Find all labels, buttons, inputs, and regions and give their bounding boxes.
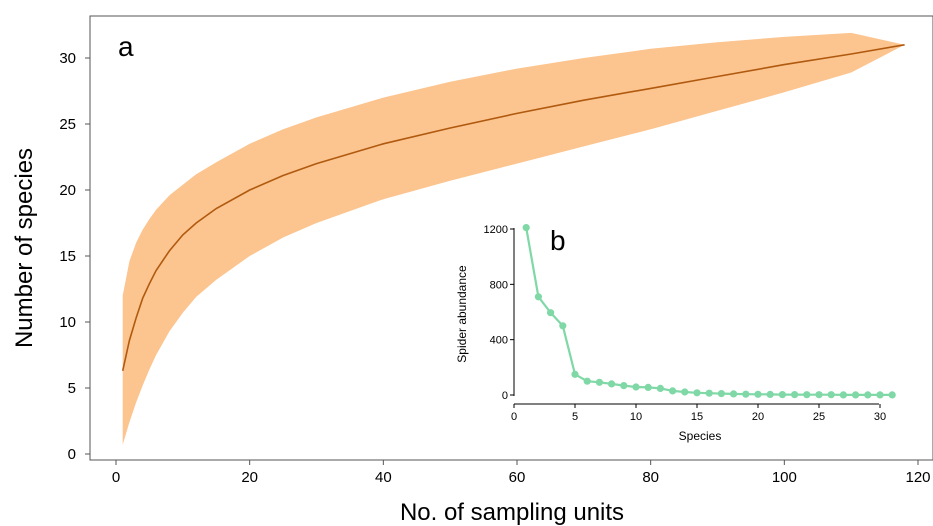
inset-data-point: [620, 382, 628, 390]
inset-data-point: [888, 391, 896, 399]
inset-data-point: [608, 380, 616, 388]
main-x-tick-label: 80: [642, 469, 659, 486]
inset-data-point: [717, 390, 726, 398]
inset-x-tick-label: 5: [572, 411, 578, 423]
inset-background: [455, 222, 905, 444]
inset-y-tick-label: 800: [490, 279, 508, 291]
main-y-tick-label: 25: [59, 116, 76, 133]
inset-data-point: [595, 378, 604, 386]
inset-data-point: [705, 389, 713, 397]
inset-x-tick-label: 15: [691, 411, 703, 423]
inset-data-point: [583, 377, 591, 385]
inset-data-point: [632, 383, 640, 391]
panel-b-label: b: [550, 225, 566, 256]
inset-data-point: [669, 387, 677, 395]
inset-y-tick-label: 1200: [484, 224, 508, 236]
inset-data-point: [559, 322, 567, 330]
main-x-axis-label: No. of sampling units: [400, 499, 624, 526]
inset-data-point: [754, 390, 762, 398]
main-x-tick-label: 0: [112, 469, 120, 486]
inset-x-tick-label: 25: [813, 411, 825, 423]
main-y-axis-label: Number of species: [11, 148, 38, 348]
main-x-tick-label: 20: [241, 469, 258, 486]
main-y-tick-label: 30: [59, 50, 76, 67]
inset-x-axis-ticks: 0 5 10 15 20 25 30: [511, 404, 886, 423]
inset-panel: 0 5 10 15 20 25 30 0 400 800 1200 Species Spider …: [455, 222, 905, 444]
inset-data-point: [839, 391, 848, 399]
species-accumulation-line: [121, 44, 905, 371]
inset-data-point: [656, 384, 665, 392]
main-y-tick-label: 10: [59, 314, 76, 331]
species-confidence-band: [122, 32, 905, 445]
inset-data-point: [864, 391, 872, 399]
inset-data-point: [534, 293, 543, 301]
main-y-tick-label: 5: [68, 380, 76, 397]
panel-a-label: a: [118, 31, 134, 62]
main-x-axis-ticks: 0 20 40 60 80 100 120: [112, 460, 931, 486]
inset-data-point: [693, 389, 701, 397]
inset-x-tick-label: 10: [630, 411, 642, 423]
main-x-tick-label: 120: [905, 469, 930, 486]
inset-data-point: [766, 390, 774, 398]
inset-data-point: [644, 383, 652, 391]
main-x-tick-label: 40: [375, 469, 392, 486]
inset-data-point: [876, 391, 884, 399]
inset-y-axis-label: Spider abundance: [455, 265, 469, 363]
main-y-axis-ticks: 0 5 10 15 20 25 30: [59, 50, 90, 463]
inset-x-tick-label: 0: [511, 411, 517, 423]
main-x-tick-label: 60: [509, 469, 526, 486]
inset-data-point: [730, 390, 738, 398]
inset-x-axis-label: Species: [679, 429, 722, 443]
inset-data-point: [571, 370, 579, 378]
main-x-tick-label: 100: [772, 469, 797, 486]
inset-data-point: [815, 391, 823, 399]
inset-data-point: [827, 391, 835, 399]
main-y-tick-label: 0: [68, 446, 76, 463]
inset-y-tick-label: 400: [490, 335, 508, 347]
inset-data-point: [803, 391, 811, 399]
inset-x-tick-label: 20: [752, 411, 764, 423]
inset-data-point: [778, 391, 787, 399]
inset-data-point: [522, 224, 530, 232]
inset-data-point: [681, 388, 689, 396]
inset-data-point: [791, 391, 799, 399]
main-y-tick-label: 15: [59, 248, 76, 265]
inset-data-point: [742, 390, 750, 398]
inset-x-tick-label: 30: [874, 411, 886, 423]
spider-abundance-points: [522, 224, 896, 399]
inset-y-axis-ticks: 0 400 800 1200: [484, 224, 514, 402]
main-plot-frame: [89, 15, 933, 461]
main-y-tick-label: 20: [59, 182, 76, 199]
inset-y-tick-label: 0: [502, 390, 508, 402]
inset-data-point: [547, 309, 555, 317]
inset-data-point: [852, 391, 860, 399]
